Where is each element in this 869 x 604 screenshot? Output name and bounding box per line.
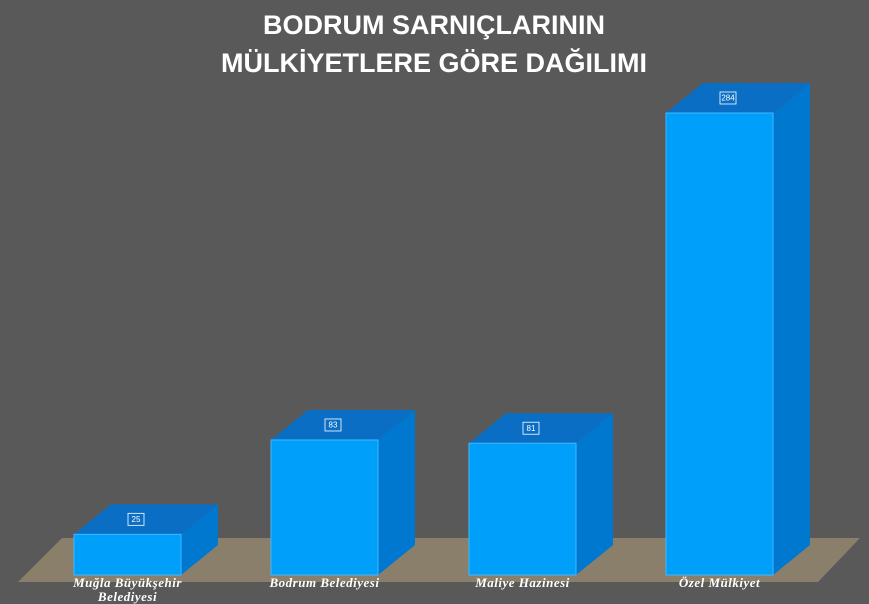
chart-title: BODRUM SARNIÇLARININ MÜLKİYETLERE GÖRE D…	[220, 10, 647, 78]
bar	[468, 442, 577, 576]
x-tick-label: Bodrum Belediyesi	[269, 575, 380, 590]
bar-top	[74, 504, 218, 535]
bar-top	[271, 409, 415, 440]
bar-top	[666, 83, 810, 113]
value-label-box	[127, 512, 145, 526]
value-label: 284	[721, 94, 735, 103]
bar	[73, 533, 182, 576]
bar	[270, 439, 379, 576]
x-tick-label: Özel Mülkiyet	[678, 575, 761, 590]
x-tick-label: Maliye Hazinesi	[475, 575, 570, 590]
bar-side	[378, 409, 415, 575]
bar-top	[469, 413, 613, 444]
value-label-box	[324, 418, 342, 432]
value-label-box	[522, 421, 540, 435]
bar	[665, 112, 774, 576]
bar-side	[181, 504, 218, 575]
bar-side	[773, 83, 810, 575]
bar-side	[576, 413, 613, 575]
floor	[18, 538, 860, 582]
value-label: 83	[329, 421, 338, 430]
x-tick-label: Muğla Büyükşehir Belediyesi	[73, 575, 182, 604]
value-label: 25	[132, 515, 141, 524]
value-label-box	[719, 91, 737, 105]
value-label: 81	[527, 424, 536, 433]
